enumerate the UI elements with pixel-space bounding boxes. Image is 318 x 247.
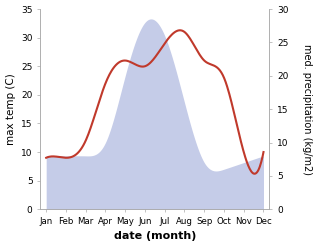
Y-axis label: med. precipitation (kg/m2): med. precipitation (kg/m2) [302, 44, 313, 175]
Y-axis label: max temp (C): max temp (C) [5, 73, 16, 145]
X-axis label: date (month): date (month) [114, 231, 196, 242]
